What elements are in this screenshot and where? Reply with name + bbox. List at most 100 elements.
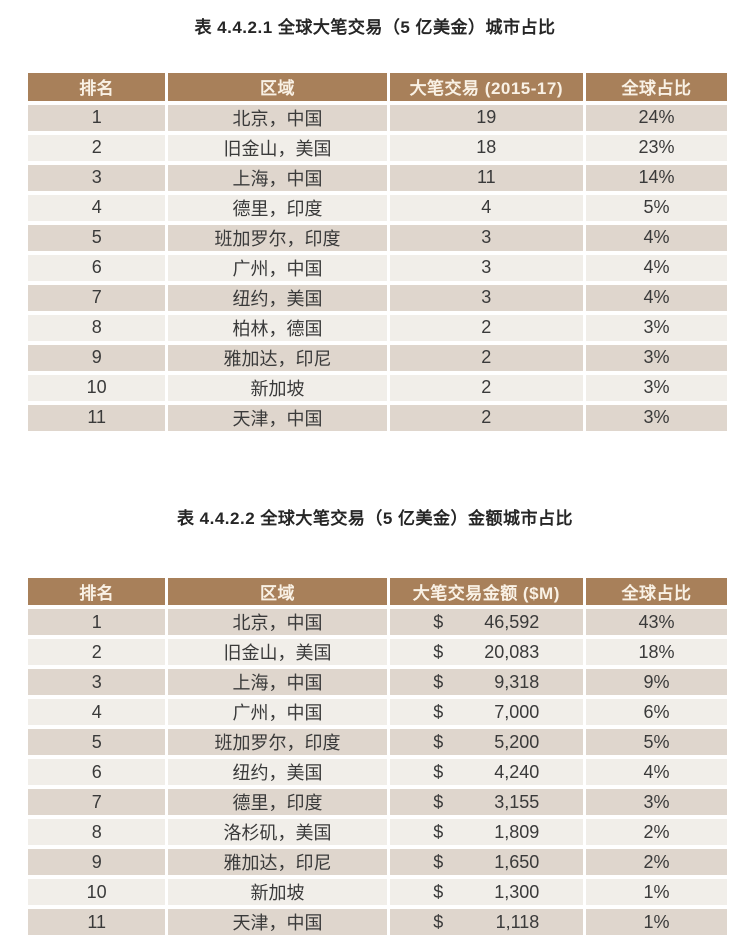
share-cell: 2% (585, 817, 729, 847)
rank-cell: 4 (27, 697, 167, 727)
rank-cell: 2 (27, 637, 167, 667)
share-cell: 3% (585, 787, 729, 817)
deal-count-cell: 2 (388, 313, 585, 343)
share-cell: 4% (585, 757, 729, 787)
deal-count-cell: 3 (388, 223, 585, 253)
rank-cell: 7 (27, 787, 167, 817)
region-cell: 新加坡 (167, 877, 388, 907)
header-row: 排名 区域 大笔交易金额 ($M) 全球占比 (27, 576, 729, 607)
share-cell: 23% (585, 133, 729, 163)
share-cell: 3% (585, 373, 729, 403)
region-cell: 洛杉矶，美国 (167, 817, 388, 847)
region-cell: 上海，中国 (167, 163, 388, 193)
rank-cell: 10 (27, 373, 167, 403)
share-cell: 3% (585, 313, 729, 343)
amount-value: 20,083 (484, 642, 539, 663)
amount-accounting-format: $5,200 (433, 732, 539, 753)
header-region: 区域 (167, 576, 388, 607)
amount-value: 3,155 (494, 792, 539, 813)
amount-accounting-format: $20,083 (433, 642, 539, 663)
dollar-sign: $ (433, 792, 443, 813)
table2-title: 表 4.4.2.2 全球大笔交易（5 亿美金）金额城市占比 (0, 507, 750, 531)
rank-cell: 2 (27, 133, 167, 163)
region-cell: 北京，中国 (167, 103, 388, 133)
amount-value: 1,650 (494, 852, 539, 873)
share-cell: 4% (585, 223, 729, 253)
header-global-share: 全球占比 (585, 72, 729, 103)
rank-cell: 9 (27, 847, 167, 877)
share-cell: 24% (585, 103, 729, 133)
dollar-sign: $ (433, 672, 443, 693)
share-cell: 1% (585, 877, 729, 907)
amount-accounting-format: $3,155 (433, 792, 539, 813)
share-cell: 4% (585, 283, 729, 313)
table1-title: 表 4.4.2.1 全球大笔交易（5 亿美金）城市占比 (0, 16, 750, 40)
rank-cell: 3 (27, 667, 167, 697)
region-cell: 班加罗尔，印度 (167, 727, 388, 757)
amount-value: 7,000 (494, 702, 539, 723)
amount-value: 5,200 (494, 732, 539, 753)
dollar-sign: $ (433, 822, 443, 843)
share-cell: 2% (585, 847, 729, 877)
dollar-sign: $ (433, 912, 443, 933)
deal-count-cell: 11 (388, 163, 585, 193)
rank-cell: 5 (27, 223, 167, 253)
table2-header: 排名 区域 大笔交易金额 ($M) 全球占比 (27, 576, 729, 607)
region-cell: 天津，中国 (167, 403, 388, 433)
amount-value: 4,240 (494, 762, 539, 783)
amount-value: 46,592 (484, 612, 539, 633)
rank-cell: 4 (27, 193, 167, 223)
amount-cell: $9,318 (388, 667, 585, 697)
rank-cell: 6 (27, 757, 167, 787)
amount-value: 1,809 (494, 822, 539, 843)
rank-cell: 1 (27, 607, 167, 637)
region-cell: 班加罗尔，印度 (167, 223, 388, 253)
share-cell: 18% (585, 637, 729, 667)
amount-value: 1,300 (494, 882, 539, 903)
amount-value: 9,318 (494, 672, 539, 693)
rank-cell: 1 (27, 103, 167, 133)
dollar-sign: $ (433, 852, 443, 873)
region-cell: 旧金山，美国 (167, 637, 388, 667)
region-cell: 新加坡 (167, 373, 388, 403)
deal-count-cell: 2 (388, 343, 585, 373)
amount-accounting-format: $4,240 (433, 762, 539, 783)
amount-cell: $1,300 (388, 877, 585, 907)
rank-cell: 5 (27, 727, 167, 757)
amount-accounting-format: $7,000 (433, 702, 539, 723)
rank-cell: 9 (27, 343, 167, 373)
share-cell: 4% (585, 253, 729, 283)
header-rank: 排名 (27, 576, 167, 607)
region-cell: 广州，中国 (167, 253, 388, 283)
amount-accounting-format: $1,300 (433, 882, 539, 903)
amount-cell: $5,200 (388, 727, 585, 757)
deal-count-cell: 18 (388, 133, 585, 163)
amount-cell: $1,650 (388, 847, 585, 877)
amount-cell: $7,000 (388, 697, 585, 727)
rank-cell: 11 (27, 403, 167, 433)
amount-cell: $46,592 (388, 607, 585, 637)
header-region: 区域 (167, 72, 388, 103)
rank-cell: 7 (27, 283, 167, 313)
header-global-share: 全球占比 (585, 576, 729, 607)
region-cell: 纽约，美国 (167, 757, 388, 787)
deal-count-cell: 2 (388, 403, 585, 433)
